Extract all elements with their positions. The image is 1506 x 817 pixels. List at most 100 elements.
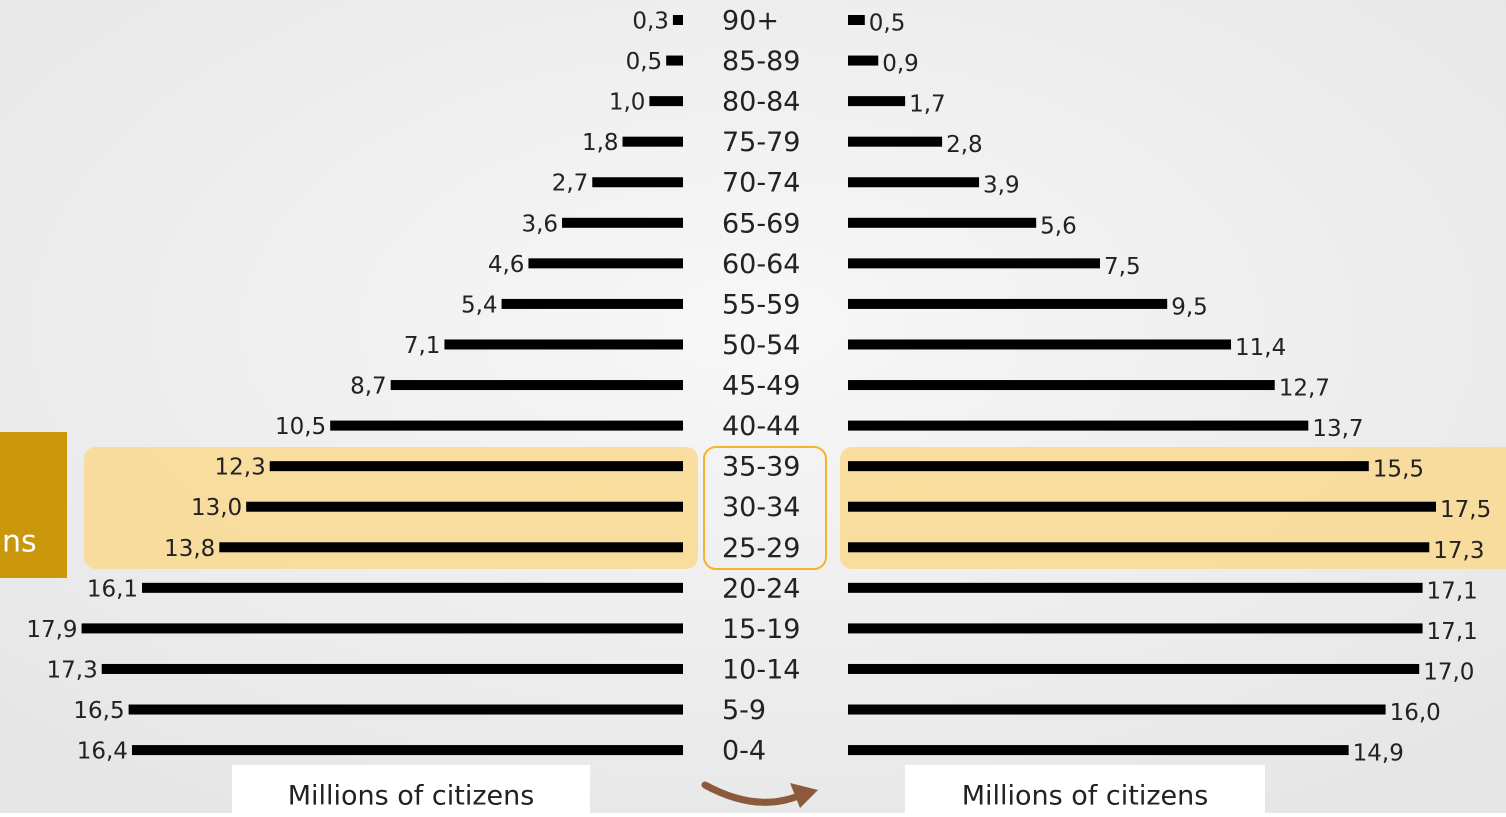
category-label: 10-14: [722, 654, 800, 685]
highlight-center: [703, 446, 827, 570]
bar: [848, 96, 906, 107]
value-label: 16,5: [73, 698, 124, 724]
category-label: 50-54: [722, 330, 800, 361]
value-label: 10,5: [275, 414, 326, 440]
value-label: 0,5: [869, 11, 906, 37]
category-label: 20-24: [722, 573, 800, 604]
bar: [622, 136, 683, 147]
bar: [848, 258, 1100, 269]
bar: [219, 542, 683, 553]
value-label: 7,1: [404, 333, 441, 359]
category-label: 90+: [722, 6, 779, 37]
side-box: [0, 432, 67, 578]
category-label: 15-19: [722, 614, 800, 645]
bar: [592, 177, 683, 188]
bar: [562, 217, 683, 228]
bar: [330, 420, 683, 431]
value-label: 0,5: [626, 49, 663, 75]
bar: [666, 55, 683, 66]
bar: [672, 15, 683, 25]
value-label: 0,3: [632, 9, 669, 35]
bar: [848, 704, 1386, 715]
bar: [848, 501, 1436, 512]
bar: [246, 501, 683, 512]
value-label: 3,6: [521, 211, 558, 237]
bar: [848, 339, 1232, 350]
x-axis-label: Millions of citizens: [962, 781, 1209, 812]
bar: [848, 420, 1309, 431]
value-label: 2,7: [552, 171, 589, 197]
bar: [528, 258, 683, 269]
value-label: 4,6: [488, 252, 525, 278]
category-label: 75-79: [722, 127, 800, 158]
value-label: 13,0: [191, 495, 242, 521]
category-label: 30-34: [722, 492, 800, 523]
category-label: 0-4: [722, 736, 766, 767]
category-label: 40-44: [722, 411, 800, 442]
arrow-head: [790, 783, 818, 808]
value-label: 16,0: [1390, 700, 1441, 726]
bar: [848, 15, 865, 25]
arrow: [701, 781, 809, 806]
value-label: 17,3: [1433, 538, 1484, 564]
value-label: 17,0: [1423, 659, 1474, 685]
value-label: 17,3: [47, 657, 98, 683]
category-label: 80-84: [722, 87, 800, 118]
value-label: 7,5: [1104, 254, 1141, 280]
bar: [390, 380, 683, 391]
value-label: 11,4: [1235, 335, 1286, 361]
bar: [131, 745, 683, 756]
bar: [848, 745, 1349, 756]
bar: [848, 582, 1423, 593]
value-label: 2,8: [946, 132, 983, 158]
axis-label-box: [905, 765, 1265, 813]
bar: [848, 380, 1275, 391]
bar: [142, 582, 684, 593]
value-label: 1,0: [609, 90, 646, 116]
bar: [848, 217, 1037, 228]
x-axis-label: Millions of citizens: [288, 781, 535, 812]
bar: [848, 623, 1423, 634]
value-label: 1,8: [582, 130, 619, 156]
value-label: 1,7: [909, 92, 946, 118]
value-label: 17,1: [1427, 619, 1478, 645]
value-label: 14,9: [1353, 741, 1404, 767]
value-label: 16,1: [87, 576, 138, 602]
value-label: 12,7: [1279, 376, 1330, 402]
category-label: 65-69: [722, 208, 800, 239]
bar: [848, 663, 1420, 674]
axis-label-box: [232, 765, 590, 813]
bar: [101, 663, 684, 674]
value-label: 0,9: [882, 51, 919, 77]
category-label: 85-89: [722, 46, 800, 77]
category-label: 25-29: [722, 533, 800, 564]
category-label: 35-39: [722, 452, 800, 483]
value-label: 17,1: [1427, 578, 1478, 604]
value-label: 17,5: [1440, 497, 1491, 523]
value-label: 16,4: [77, 739, 128, 765]
value-label: 8,7: [350, 374, 387, 400]
value-label: 9,5: [1171, 294, 1208, 320]
bar: [848, 136, 943, 147]
value-label: 13,7: [1312, 416, 1363, 442]
bar: [501, 298, 683, 309]
bar: [848, 298, 1168, 309]
category-label: 60-64: [722, 249, 800, 280]
bar: [444, 339, 683, 350]
bar: [128, 704, 684, 715]
bar: [848, 542, 1430, 553]
category-label: 70-74: [722, 168, 800, 199]
bar: [848, 177, 980, 188]
value-label: 13,8: [164, 536, 215, 562]
value-label: 3,9: [983, 173, 1020, 199]
value-label: 12,3: [215, 455, 266, 481]
category-label: 5-9: [722, 695, 766, 726]
bar: [848, 55, 879, 66]
value-label: 15,5: [1373, 457, 1424, 483]
bar: [81, 623, 683, 634]
side-label: ns: [2, 525, 37, 560]
bar: [848, 461, 1369, 472]
category-label: 45-49: [722, 371, 800, 402]
